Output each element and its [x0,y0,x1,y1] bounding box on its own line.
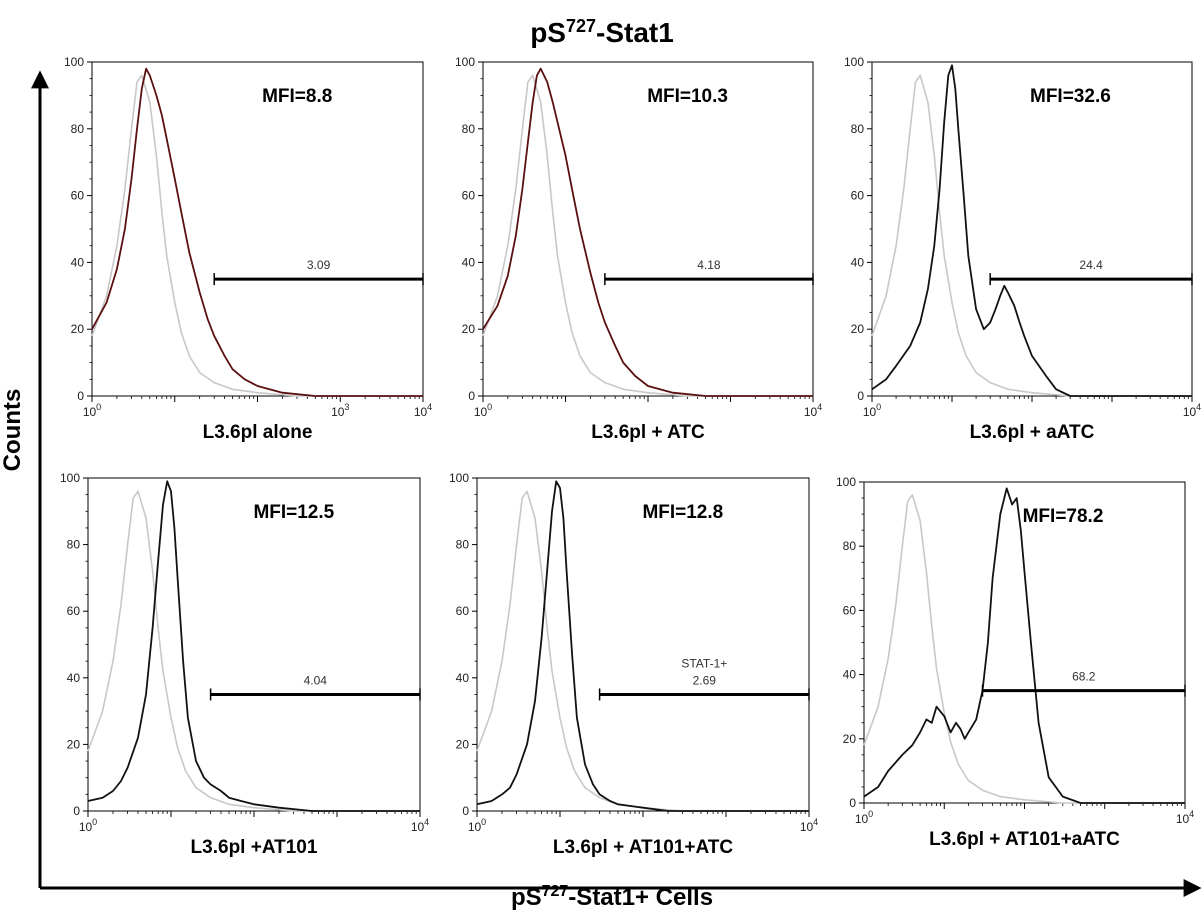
y-tick-label: 0 [77,389,84,403]
y-tick-label: 20 [67,737,81,751]
y-tick-label: 40 [843,668,857,682]
histogram-panel-5: 0 20 40 60 80 100 100 104 2.69 STAT-1+ MFI=12.8 L3.… [449,471,818,858]
y-tick-label: 20 [462,322,476,336]
mfi-value: MFI=32.6 [1030,86,1111,107]
x-tick-label: 100 [474,402,492,419]
plot-frame [87,477,421,812]
x-tick-label: 100 [468,817,486,834]
control-histogram-line [482,74,813,397]
y-tick-label: 100 [836,475,856,489]
y-tick-label: 60 [67,604,81,618]
x-tick-label: 100 [79,817,97,834]
x-tick-label: 100 [83,402,101,419]
y-tick-label: 100 [64,55,84,69]
x-tick-label: 104 [804,402,822,419]
y-tick-label: 100 [455,55,475,69]
y-tick-label: 80 [67,538,81,552]
sample-histogram-line [863,487,1185,804]
gate-value-label: 4.04 [304,673,328,687]
control-histogram-line [91,74,423,397]
plot-frame [482,61,814,397]
x-tick-label: 104 [411,817,429,834]
gate-value-label: 3.09 [307,258,331,272]
panels: 0 20 40 60 80 100 100 103 104 3.09 MFI=8.8 L3.6pl a… [60,55,1201,858]
mfi-value: MFI=78.2 [1023,506,1104,527]
gate-value-label: 24.4 [1079,258,1103,272]
y-tick-label: 40 [67,671,81,685]
histogram-panel-6: 0 20 40 60 80 100 100 104 68.2 MFI=78.2 L3.6pl + A… [836,475,1194,850]
y-tick-label: 60 [843,603,857,617]
y-tick-label: 80 [456,538,470,552]
x-axis-label: pS727-Stat1+ Cells [511,883,713,911]
control-histogram-line [871,74,1192,397]
control-histogram-line [87,490,420,812]
x-tick-label: 104 [414,402,432,419]
y-tick-label: 40 [851,255,865,269]
y-tick-label: 80 [851,122,865,136]
y-tick-label: 60 [851,189,865,203]
y-tick-label: 40 [462,255,476,269]
sample-histogram-line [482,67,813,397]
panel-label: L3.6pl + ATC [591,422,705,443]
panel-label: L3.6pl + AT101+aATC [929,829,1120,850]
y-tick-label: 0 [849,796,856,810]
y-tick-label: 40 [456,671,470,685]
plot-frame [871,61,1193,397]
y-tick-label: 0 [857,389,864,403]
panel-label: L3.6pl + aATC [970,422,1095,443]
y-tick-label: 100 [844,55,864,69]
histogram-panel-2: 0 20 40 60 80 100 100 104 4.18 MFI=10.3 L3.6pl + A… [455,55,822,443]
y-tick-label: 100 [60,471,80,485]
sample-histogram-line [871,64,1192,397]
x-tick-label: 100 [863,402,881,419]
x-tick-label: 104 [800,817,818,834]
y-tick-label: 20 [843,732,857,746]
mfi-value: MFI=12.8 [642,502,723,523]
panel-label: L3.6pl + AT101+ATC [553,837,733,858]
histogram-panel-3: 0 20 40 60 80 100 100 104 24.4 MFI=32.6 L3.6pl + a… [844,55,1201,443]
x-tick-label: 100 [855,809,873,826]
y-tick-label: 0 [73,804,80,818]
y-tick-label: 40 [71,255,85,269]
sample-histogram-line [87,480,420,812]
plot-frame [863,481,1186,804]
histogram-panel-4: 0 20 40 60 80 100 100 104 4.04 MFI=12.5 L3.6pl +AT… [60,471,429,858]
x-tick-label: 104 [1176,809,1194,826]
gate-value-label: 4.18 [697,258,721,272]
figure-title: pS727-Stat1 [530,16,674,48]
mfi-value: MFI=12.5 [253,502,334,523]
gate-value-label: 68.2 [1072,670,1096,684]
y-tick-label: 0 [468,389,475,403]
mfi-value: MFI=8.8 [262,86,332,107]
histogram-panel-1: 0 20 40 60 80 100 100 103 104 3.09 MFI=8.8 L3.6pl a… [64,55,432,443]
control-histogram-line [476,490,809,812]
x-tick-label: 103 [331,402,349,419]
y-tick-label: 20 [851,322,865,336]
y-tick-label: 20 [71,322,85,336]
sample-histogram-line [476,480,809,812]
y-tick-label: 60 [462,189,476,203]
plot-frame [476,477,810,812]
y-tick-label: 100 [449,471,469,485]
gate-name-label: STAT-1+ [681,656,727,670]
y-axis-label: Counts [0,389,26,472]
y-tick-label: 60 [71,189,85,203]
x-tick-label: 104 [1183,402,1201,419]
plot-frame [91,61,424,397]
mfi-value: MFI=10.3 [647,86,728,107]
panel-label: L3.6pl alone [203,422,313,443]
panel-label: L3.6pl +AT101 [191,837,318,858]
y-tick-label: 0 [462,804,469,818]
gate-value-label: 2.69 [693,673,717,687]
y-tick-label: 80 [462,122,476,136]
y-tick-label: 60 [456,604,470,618]
y-tick-label: 80 [71,122,85,136]
sample-histogram-line [91,67,423,397]
y-tick-label: 80 [843,539,857,553]
control-histogram-line [863,493,1185,804]
y-tick-label: 20 [456,737,470,751]
